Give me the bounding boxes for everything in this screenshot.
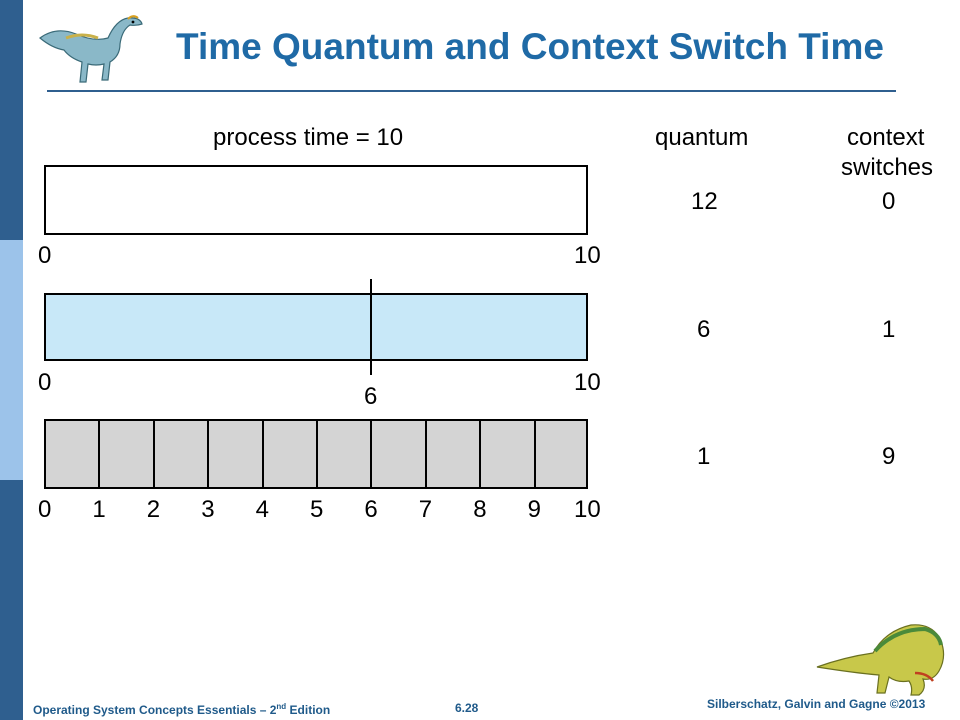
quantum-value: 12 bbox=[691, 188, 718, 215]
quantum-value: 6 bbox=[697, 316, 711, 343]
quantum-boundary-line bbox=[370, 279, 372, 375]
tick-label: 6 bbox=[364, 496, 378, 523]
tick-label: 8 bbox=[473, 496, 487, 523]
tick-label: 9 bbox=[527, 496, 541, 523]
dinosaur-logo-icon bbox=[39, 15, 143, 83]
segment-divider bbox=[207, 421, 210, 487]
tick-label: 0 bbox=[38, 369, 52, 396]
tick-label: 3 bbox=[201, 496, 215, 523]
quantum-value: 1 bbox=[697, 443, 711, 470]
tick-label: 7 bbox=[418, 496, 433, 523]
context-switches-header-line1: context bbox=[847, 124, 925, 151]
dinosaur-corner-icon bbox=[816, 624, 945, 696]
tick-label: 10 bbox=[574, 242, 601, 269]
segment-divider bbox=[370, 421, 373, 487]
page-title: Time Quantum and Context Switch Time bbox=[176, 26, 884, 67]
left-accent-band bbox=[0, 0, 23, 720]
timeline-bar-quantum-12 bbox=[44, 165, 588, 235]
tick-label: 4 bbox=[255, 496, 269, 523]
tick-label: 2 bbox=[146, 496, 161, 523]
tick-label: 6 bbox=[364, 383, 378, 410]
left-accent-band-light bbox=[0, 240, 23, 480]
context-switches-value: 9 bbox=[882, 443, 896, 470]
footer-page-number: 6.28 bbox=[455, 701, 479, 715]
segment-divider bbox=[261, 421, 264, 487]
segment-divider bbox=[424, 421, 427, 487]
tick-label: 1 bbox=[92, 496, 106, 523]
tick-label: 0 bbox=[38, 242, 52, 269]
title-divider bbox=[47, 90, 896, 92]
timeline-bar-quantum-1 bbox=[44, 419, 588, 489]
context-switches-header-line2: switches bbox=[841, 154, 934, 181]
segment-divider bbox=[533, 421, 536, 487]
segment-divider bbox=[316, 421, 318, 487]
segment-divider bbox=[98, 421, 101, 487]
process-time-label: process time = 10 bbox=[213, 124, 404, 151]
footer-copyright: Silberschatz, Galvin and Gagne ©2013 bbox=[707, 697, 926, 711]
quantum-header: quantum bbox=[655, 124, 749, 151]
timeline-bar-quantum-6 bbox=[44, 293, 588, 361]
tick-label: 10 bbox=[574, 369, 601, 396]
tick-label: 5 bbox=[310, 496, 324, 523]
footer-book-title: Operating System Concepts Essentials – 2… bbox=[33, 702, 331, 717]
tick-label: 0 bbox=[38, 496, 52, 523]
tick-label: 10 bbox=[574, 496, 601, 523]
context-switches-value: 0 bbox=[882, 188, 896, 215]
segment-divider bbox=[152, 421, 155, 487]
segment-divider bbox=[479, 421, 482, 487]
context-switches-value: 1 bbox=[882, 316, 896, 343]
